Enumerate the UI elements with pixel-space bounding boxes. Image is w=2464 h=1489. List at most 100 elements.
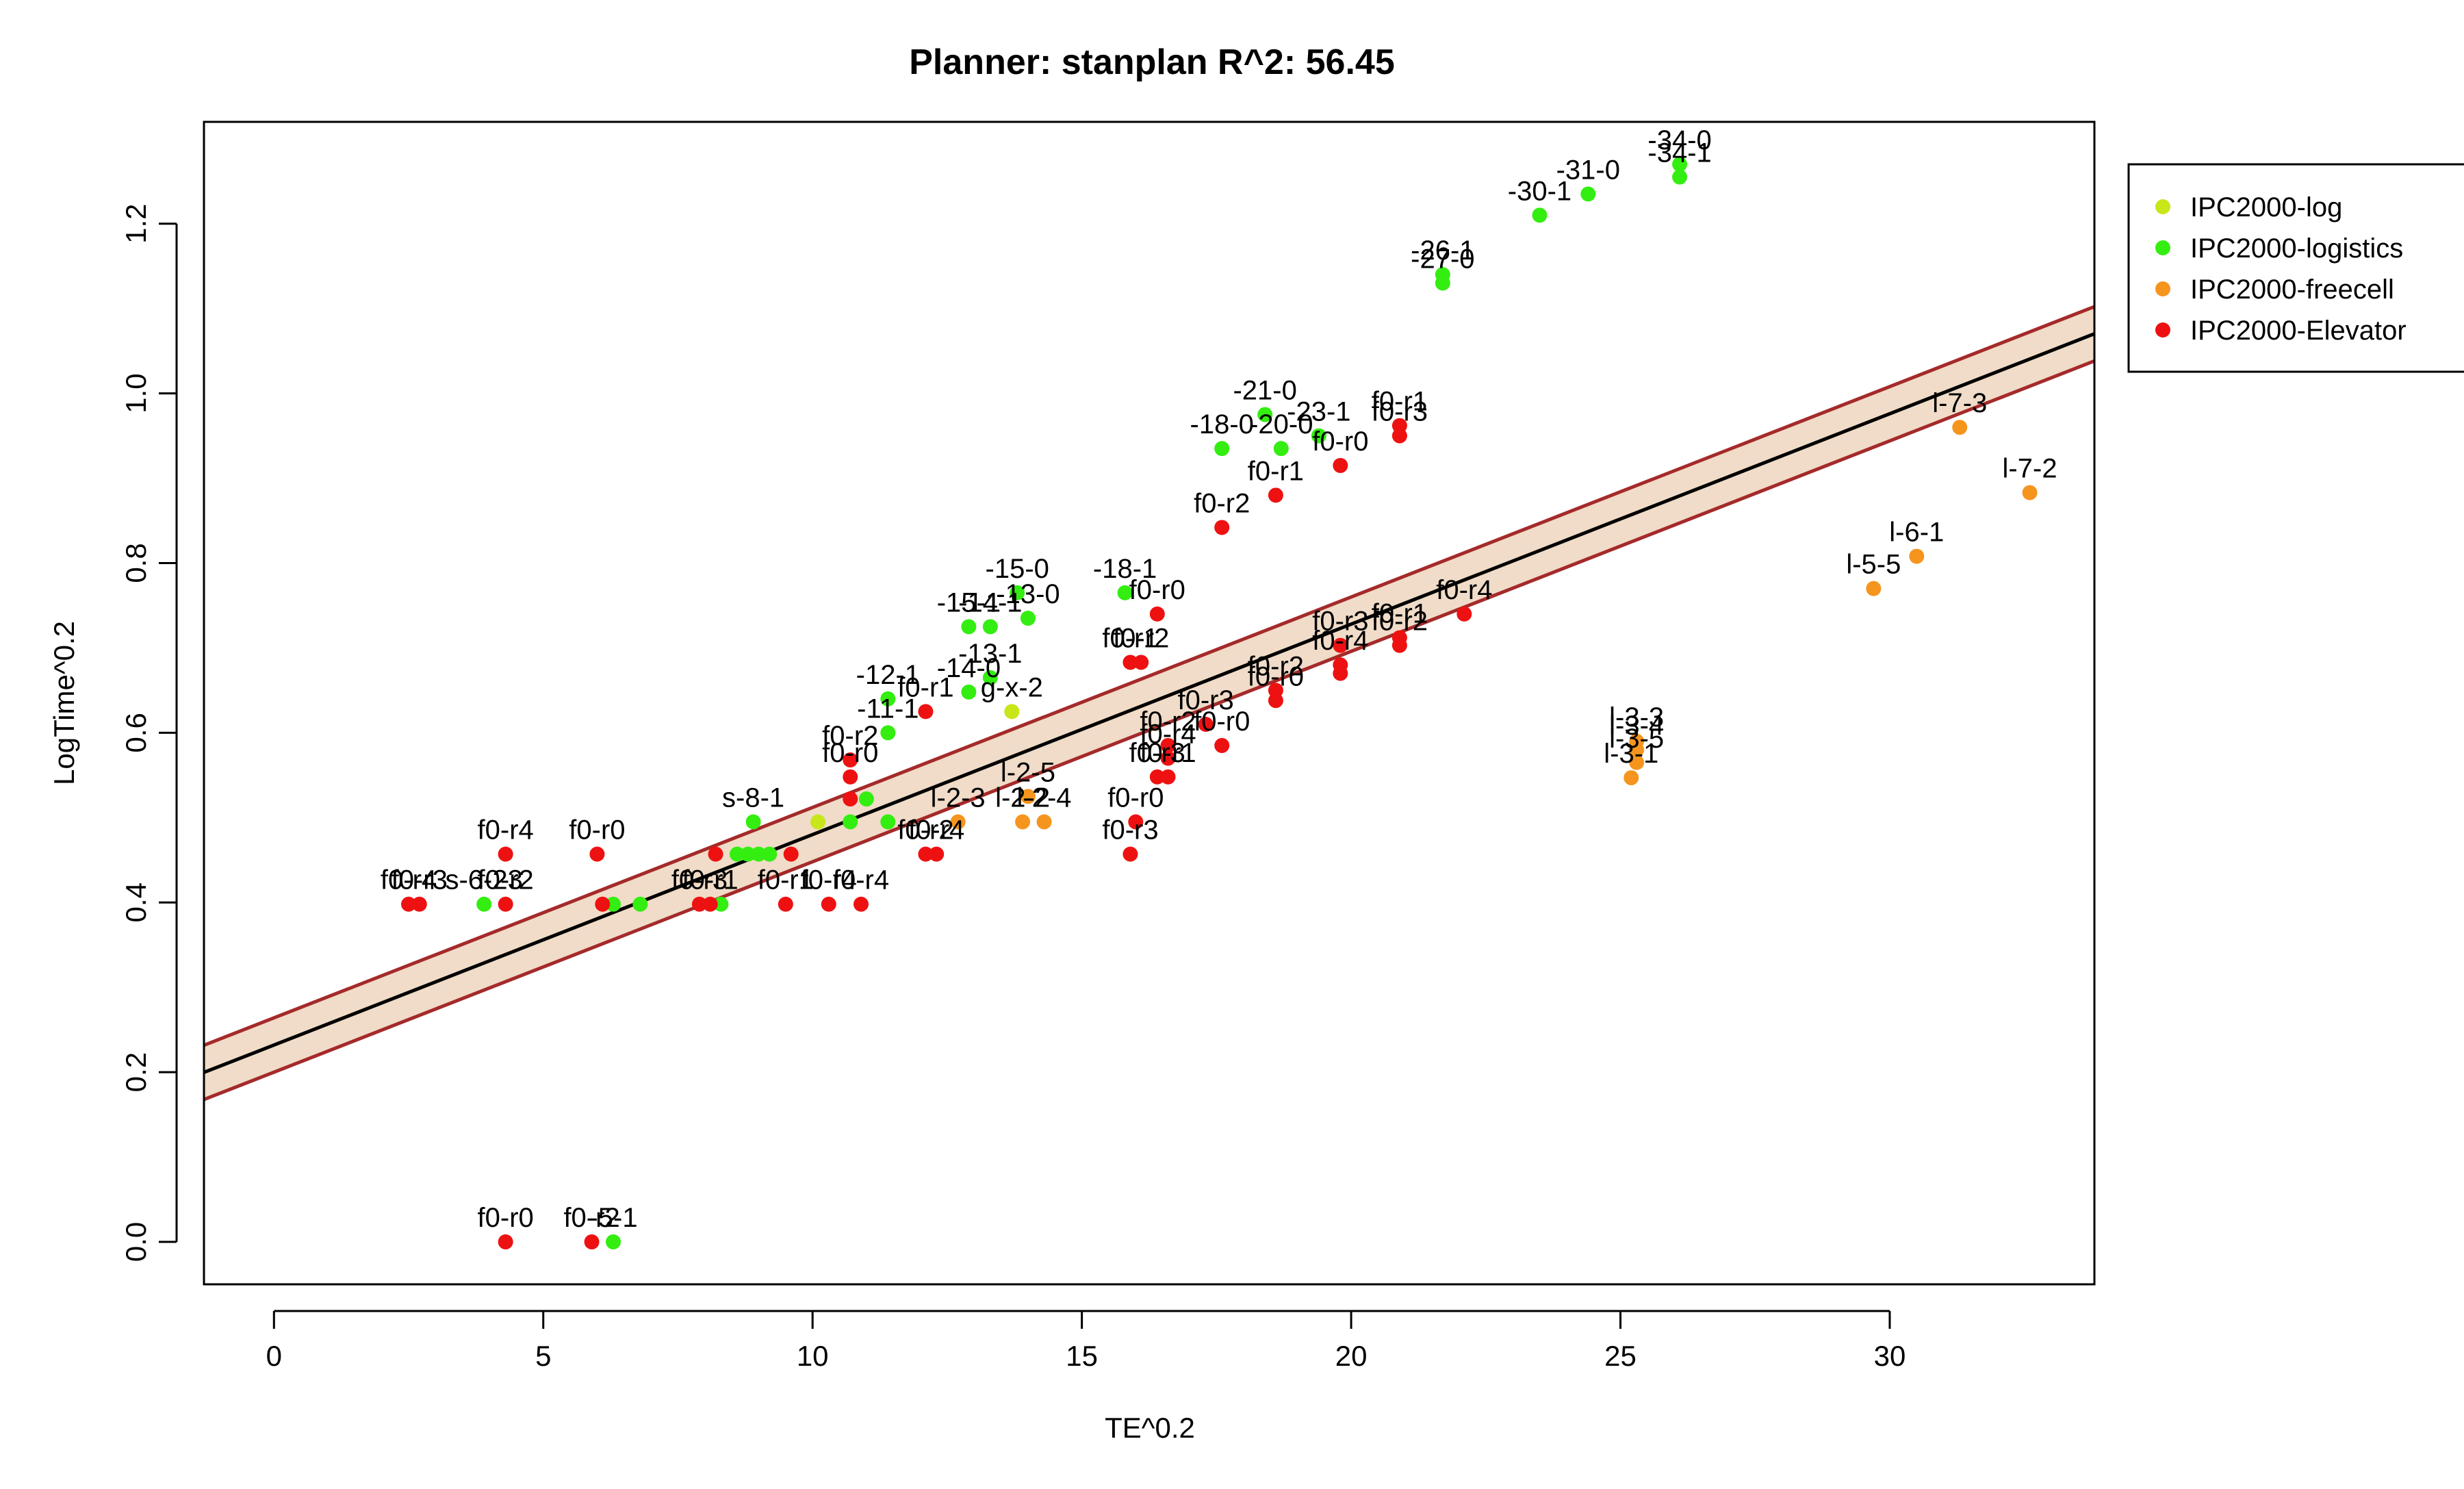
- data-point: [1036, 814, 1052, 830]
- point-label: f0-r2: [478, 865, 534, 895]
- data-point: [950, 814, 966, 830]
- point-label: -5-1: [589, 1203, 637, 1233]
- legend-entry: IPC2000-logistics: [2190, 233, 2403, 264]
- point-label: f0-r0: [1312, 427, 1368, 457]
- data-point: [1160, 750, 1176, 766]
- point-label: g-x-2: [981, 672, 1043, 702]
- data-point: [1866, 581, 1882, 596]
- data-point: [740, 846, 756, 862]
- chart-title: Planner: stanplan R^2: 56.45: [909, 42, 1395, 82]
- point-label: f0-r0: [569, 815, 625, 845]
- legend: IPC2000-log IPC2000-logistics IPC2000-free…: [2127, 163, 2464, 373]
- point-label: f0-r4: [381, 865, 437, 895]
- legend-marker: [2155, 281, 2170, 296]
- data-point: [498, 896, 513, 912]
- point-label: f0-r1: [1372, 599, 1428, 629]
- x-tick-label: 15: [1066, 1340, 1098, 1372]
- point-label: f0-r2: [1194, 488, 1250, 518]
- data-point: [1214, 737, 1230, 753]
- data-point: [982, 670, 998, 685]
- data-point: [584, 1234, 600, 1250]
- point-label: -30-1: [1508, 176, 1571, 206]
- data-point: [606, 1234, 621, 1250]
- data-point: [1391, 637, 1407, 653]
- point-label: l-3-3: [1609, 702, 1664, 733]
- legend-marker: [2155, 322, 2170, 338]
- point-label: f0-r0: [1248, 661, 1304, 691]
- data-point: [1117, 585, 1133, 600]
- point-label: -26-1: [1411, 236, 1474, 266]
- y-tick-label: 0.4: [120, 882, 152, 922]
- data-point: [1333, 457, 1348, 473]
- data-point: [880, 725, 896, 741]
- point-label: f0-r3: [1177, 685, 1233, 715]
- point-label: f0-r4: [1436, 575, 1492, 605]
- data-point: [880, 691, 896, 707]
- y-tick-label: 0.6: [120, 713, 152, 752]
- data-point: [401, 896, 417, 912]
- point-label: f0-r0: [822, 738, 878, 768]
- data-point: [411, 896, 427, 912]
- point-label: s-6-23: [445, 865, 522, 895]
- x-tick-label: 25: [1604, 1340, 1637, 1372]
- point-label: l-2-4: [1017, 783, 1072, 813]
- point-label: l-3-5: [1609, 724, 1664, 754]
- point-label: -27-0: [1411, 244, 1474, 274]
- legend-marker: [2155, 199, 2170, 214]
- point-label: f0-r1: [758, 865, 814, 895]
- legend-entry: IPC2000-Elevator: [2190, 316, 2407, 346]
- data-point: [1198, 716, 1214, 732]
- point-label: f0-r1: [682, 865, 739, 895]
- point-label: -34-1: [1647, 138, 1711, 168]
- legend-marker: [2155, 240, 2170, 255]
- data-point: [1214, 520, 1230, 535]
- point-label: -13-1: [958, 639, 1022, 669]
- data-point: [1532, 207, 1548, 223]
- data-point: [1257, 407, 1273, 422]
- x-tick-label: 5: [535, 1340, 551, 1372]
- data-point: [1391, 428, 1407, 444]
- data-point: [1580, 186, 1596, 202]
- data-point: [821, 896, 836, 912]
- x-tick-label: 0: [266, 1340, 282, 1372]
- point-label: f0-r0: [1107, 783, 1164, 813]
- data-point: [810, 814, 826, 830]
- data-point: [961, 619, 977, 635]
- point-label: f0-r1: [1372, 387, 1428, 417]
- data-point: [1015, 814, 1031, 830]
- point-label: f0-r1: [1248, 456, 1304, 486]
- data-point: [713, 896, 729, 912]
- regression-group: [204, 305, 2094, 1102]
- point-label: l-7-3: [1932, 388, 1987, 418]
- data-point: [843, 769, 858, 785]
- point-label: f0-r2: [1140, 707, 1196, 737]
- data-point: [982, 619, 998, 635]
- point-label: f0-r3: [671, 865, 728, 895]
- x-tick-label: 20: [1335, 1340, 1368, 1372]
- data-point: [1020, 611, 1036, 626]
- data-point: [783, 846, 799, 862]
- point-label: -15-0: [986, 554, 1049, 584]
- band-upper-edge: [204, 305, 2094, 1047]
- y-tick-label: 1.0: [120, 373, 152, 413]
- regression-line: [204, 332, 2094, 1074]
- data-point: [1311, 428, 1326, 444]
- point-label: l-3-4: [1609, 711, 1664, 741]
- point-label: -18-0: [1190, 409, 1254, 440]
- data-point: [843, 791, 858, 807]
- data-point: [1020, 789, 1036, 804]
- x-tick-label: 30: [1874, 1340, 1906, 1372]
- point-label: f0-r4: [908, 815, 964, 845]
- point-label: f0-r3: [1129, 738, 1185, 768]
- y-axis: 0.0 0.2 0.4 0.6 0.8 1.0 1.2: [120, 204, 178, 1262]
- point-label: l-6-1: [1889, 518, 1944, 548]
- data-point: [1952, 420, 1968, 435]
- data-point: [918, 846, 934, 862]
- point-label: f0-r2: [897, 815, 953, 845]
- plot-frame: [203, 120, 2096, 1286]
- data-point: [498, 1234, 513, 1250]
- data-point: [1624, 770, 1639, 786]
- point-label: l-3-1: [1604, 739, 1658, 769]
- data-point: [1909, 548, 1925, 564]
- data-point: [778, 896, 793, 912]
